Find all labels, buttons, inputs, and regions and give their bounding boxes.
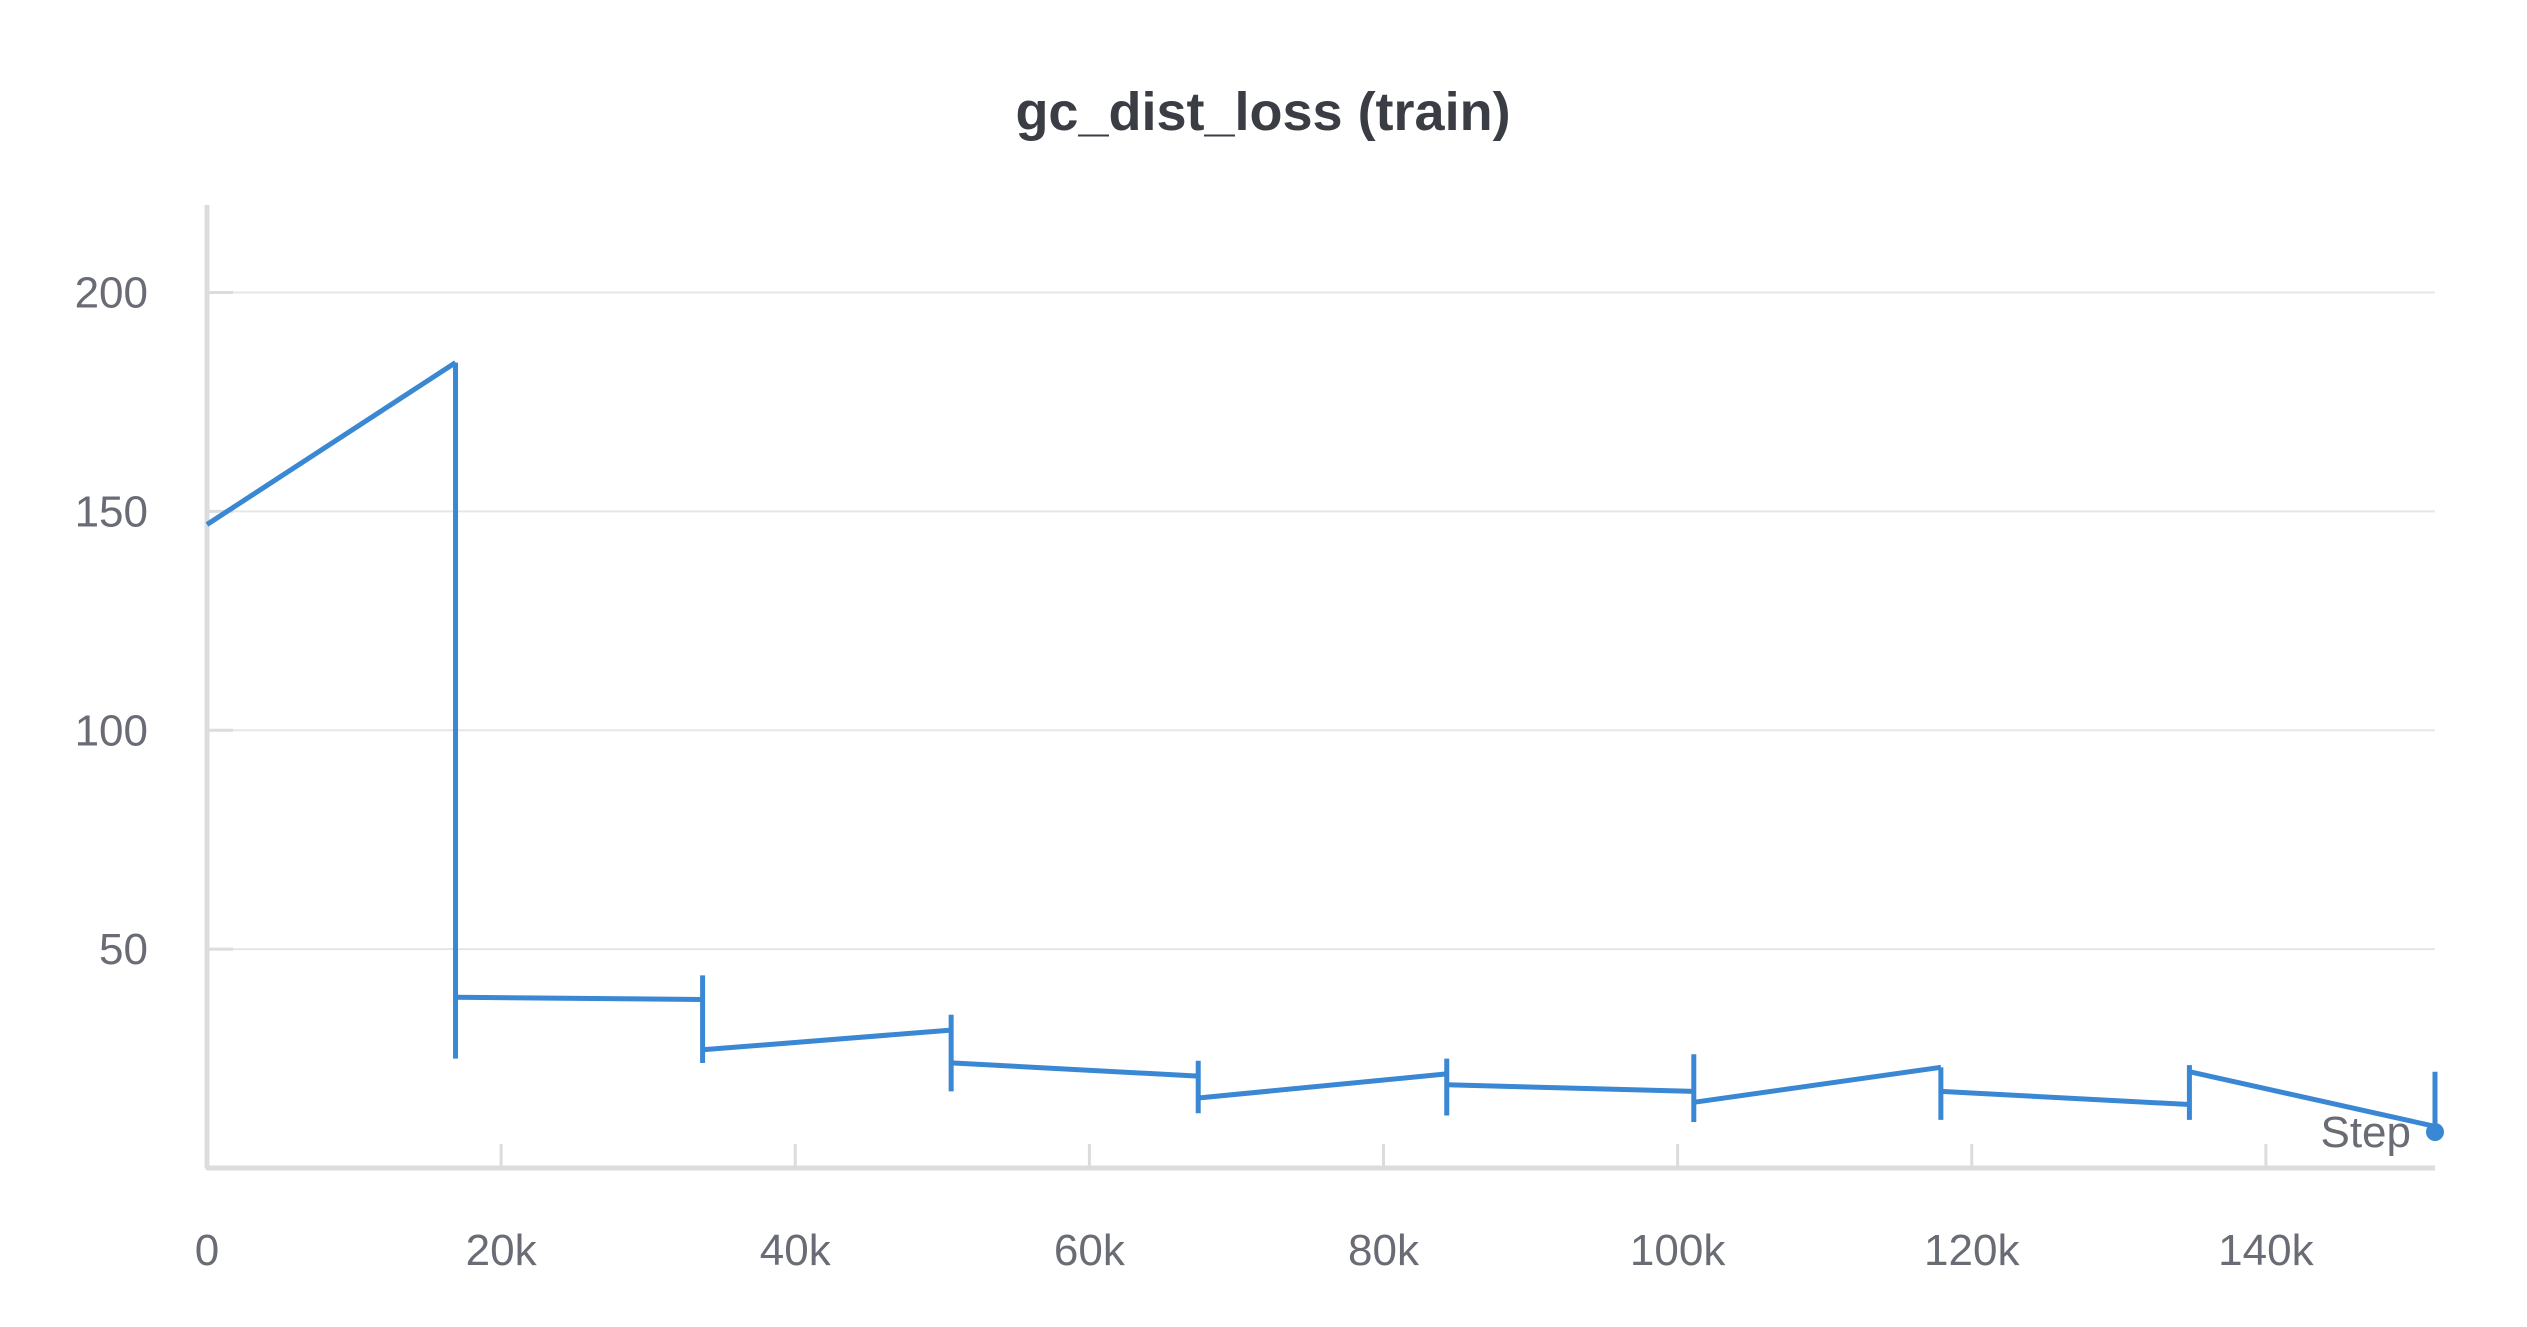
legend: Step [2320, 1108, 2444, 1157]
series-line-segment [205, 360, 457, 527]
x-tick-label: 120k [1924, 1226, 2020, 1275]
axes: 50 100 150 200 0 20k 40k 60k 80k 100k 120k 140k [75, 205, 2435, 1275]
y-tick-label: 150 [75, 487, 148, 536]
series-line-segment [1693, 1064, 1942, 1105]
x-tick-label: 20k [466, 1226, 538, 1275]
legend-marker [2426, 1123, 2444, 1141]
y-tick-label: 200 [75, 269, 148, 318]
x-tick-label: 80k [1348, 1226, 1420, 1275]
y-tick-label: 50 [99, 925, 148, 974]
x-tick-label: 60k [1054, 1226, 1126, 1275]
series-line-segment [950, 1060, 1199, 1079]
x-tick-label: 100k [1630, 1226, 1726, 1275]
series-line-segment [1940, 1088, 2190, 1107]
series-line-segment [2188, 1069, 2436, 1129]
line-series [205, 360, 2438, 1129]
series-line-segment [455, 994, 703, 1002]
x-tick-label: 0 [195, 1226, 219, 1275]
x-tick-label: 140k [2218, 1226, 2314, 1275]
series-line-segment [1446, 1082, 1694, 1094]
gridlines [207, 291, 2435, 951]
chart-title: gc_dist_loss (train) [1015, 82, 1510, 142]
y-tick-label: 100 [75, 706, 148, 755]
series-line-segment [702, 1027, 952, 1053]
series-line-segment [1197, 1071, 1447, 1101]
x-axis-label: Step [2320, 1108, 2411, 1157]
x-tick-label: 40k [760, 1226, 832, 1275]
